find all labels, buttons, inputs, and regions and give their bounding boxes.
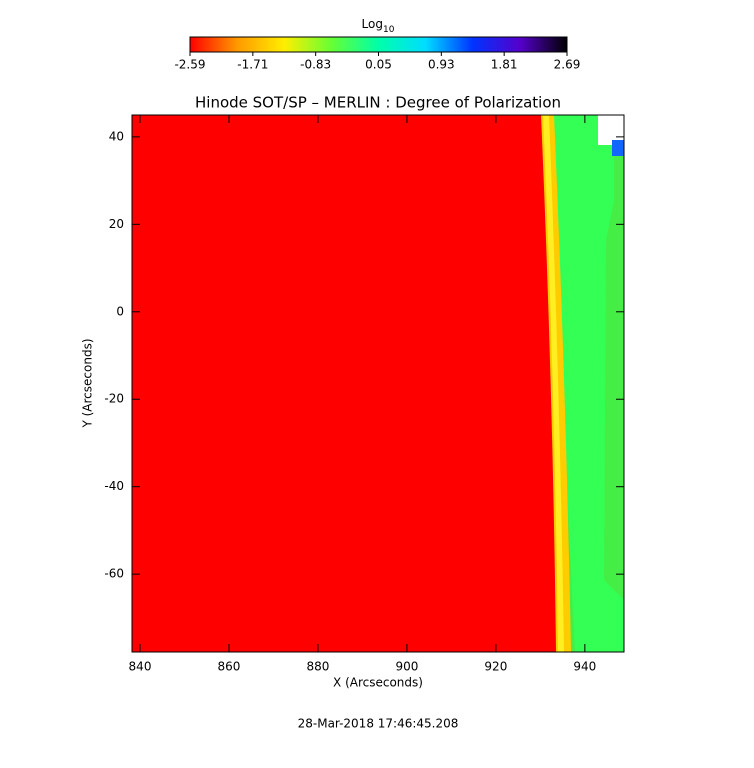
disk-region	[132, 115, 624, 652]
colorbar-tick-label: -2.59	[174, 58, 205, 72]
x-tick-label: 940	[573, 660, 596, 674]
colorbar-tick-label: -1.71	[237, 58, 268, 72]
y-tick-label: 0	[116, 304, 124, 318]
y-tick-label: 40	[109, 129, 124, 143]
x-tick-label: 900	[395, 660, 418, 674]
x-tick-label: 840	[129, 660, 152, 674]
y-tick-label: -40	[104, 479, 124, 493]
heatmap-image	[132, 115, 624, 652]
x-axis-label: X (Arcseconds)	[333, 676, 423, 690]
colorbar-tick-label: 0.93	[428, 58, 455, 72]
colorbar-label-subscript: 10	[383, 25, 395, 35]
chart-title: Hinode SOT/SP – MERLIN : Degree of Polar…	[195, 94, 561, 112]
y-tick-label: -20	[104, 392, 124, 406]
timestamp: 28-Mar-2018 17:46:45.208	[298, 717, 459, 731]
colorbar-tick-label: -0.83	[300, 58, 331, 72]
colorbar-tick-label: 0.05	[365, 58, 392, 72]
x-tick-label: 860	[218, 660, 241, 674]
colorbar-tick-label: 1.81	[491, 58, 518, 72]
limb-bright	[543, 115, 564, 652]
y-tick-label: -60	[104, 567, 124, 581]
y-tick-label: 20	[109, 217, 124, 231]
colorbar-tick-label: 2.69	[554, 58, 581, 72]
blue-corner	[612, 140, 624, 156]
off-limb-outer	[552, 115, 624, 652]
x-tick-label: 920	[484, 660, 507, 674]
plot-frame	[131, 114, 625, 653]
colorbar-label: Log10	[362, 17, 395, 35]
colorbar	[189, 36, 568, 53]
colorbar-label-text: Log	[362, 17, 383, 31]
x-tick-label: 880	[306, 660, 329, 674]
y-axis-label: Y (Arcseconds)	[81, 338, 95, 428]
